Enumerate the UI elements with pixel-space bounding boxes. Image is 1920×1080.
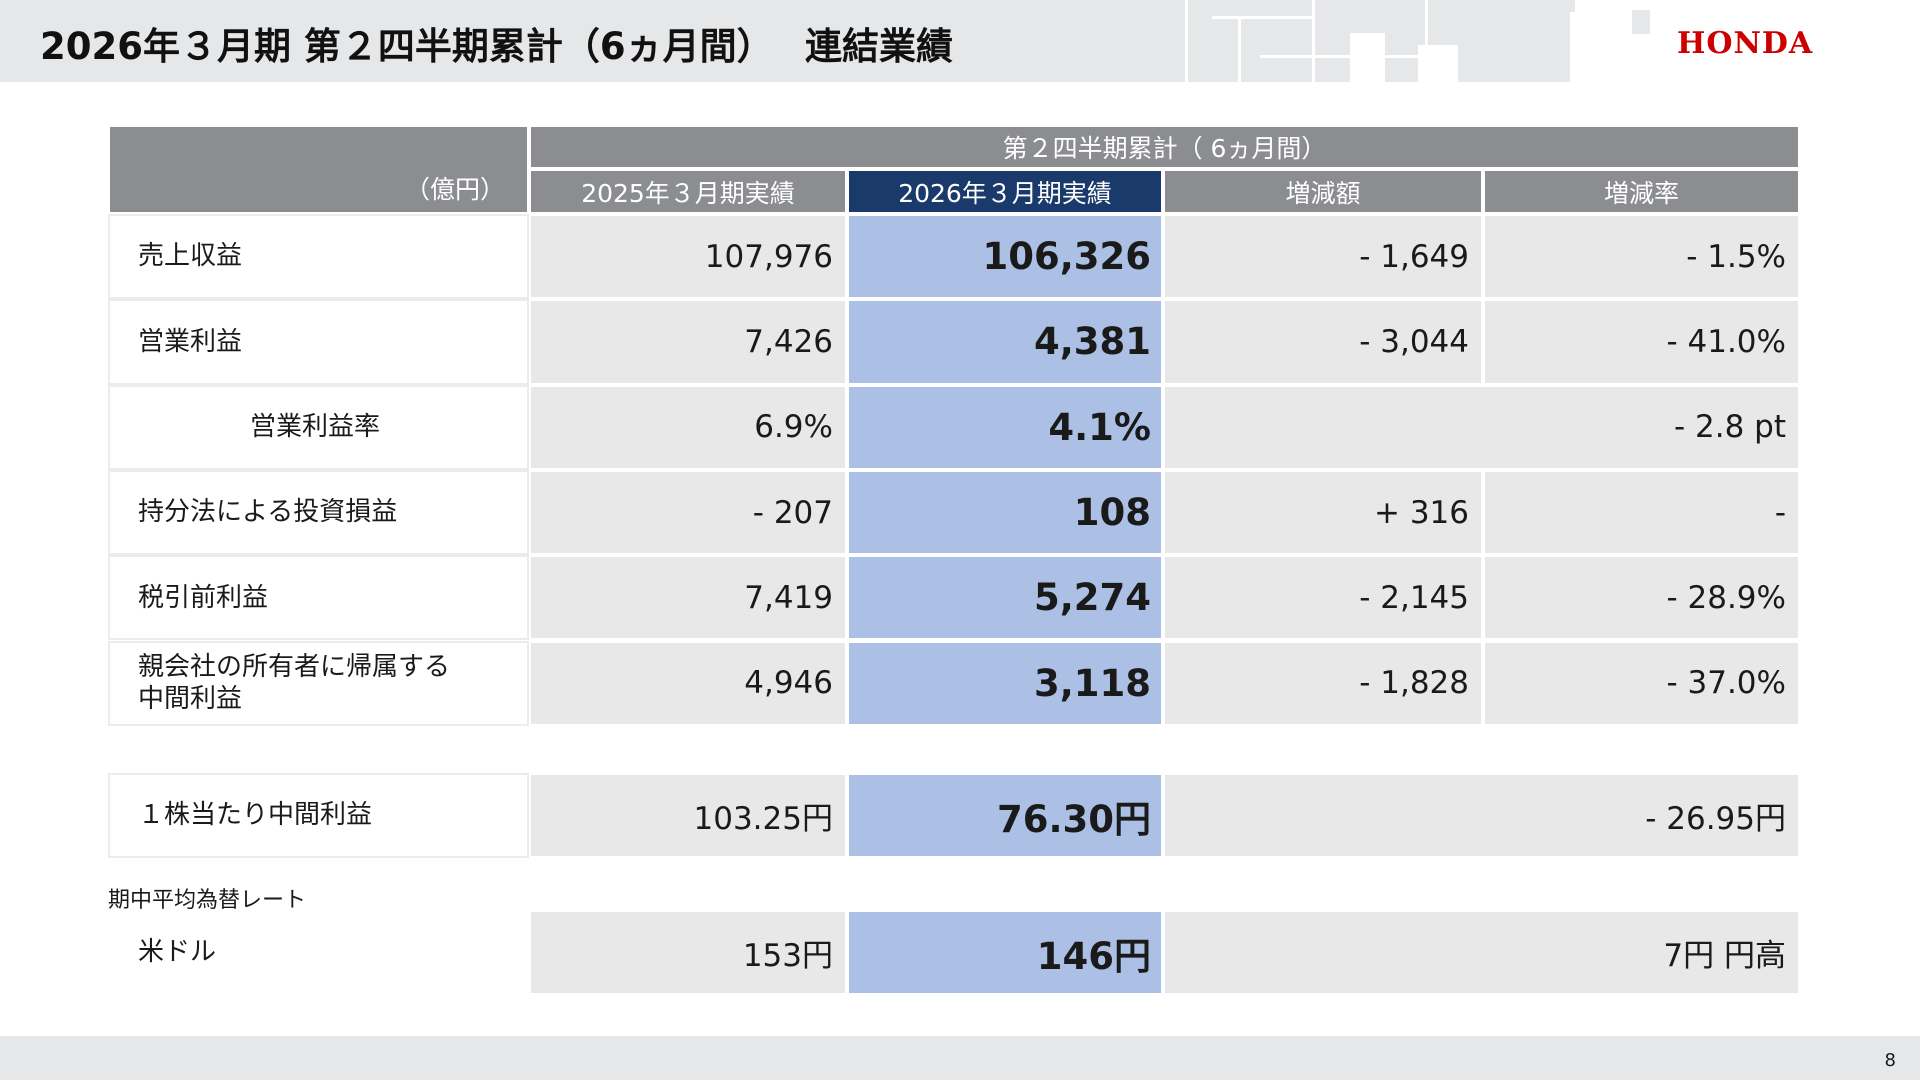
- cell-rate: - 37.0%: [1483, 640, 1800, 726]
- cell-curr: 5,274: [847, 555, 1163, 641]
- cell-prev: 4,946: [529, 640, 847, 726]
- fx-label: 米ドル: [108, 910, 529, 995]
- eps-change: - 26.95円: [1163, 773, 1800, 858]
- eps-label: １株当たり中間利益: [108, 773, 529, 858]
- footer-bar: [0, 1036, 1920, 1080]
- fx-curr: 146円: [847, 910, 1163, 995]
- row-label: 営業利益率: [108, 384, 529, 470]
- page-number: 8: [1884, 1050, 1896, 1071]
- cell-curr: 4.1%: [847, 384, 1163, 470]
- column-header-prev: 2025年３月期実績: [529, 169, 847, 214]
- cell-prev: - 207: [529, 469, 847, 556]
- cell-rate: - 28.9%: [1483, 555, 1800, 641]
- cell-diff: - 3,044: [1163, 299, 1483, 385]
- honda-logo: HONDA: [1677, 26, 1814, 61]
- cell-diff: - 1,828: [1163, 640, 1483, 726]
- cell-curr: 108: [847, 469, 1163, 556]
- cell-prev: 7,419: [529, 555, 847, 641]
- cell-prev: 6.9%: [529, 384, 847, 470]
- cell-prev: 7,426: [529, 299, 847, 385]
- fx-prev: 153円: [529, 910, 847, 995]
- cell-diff: - 2,145: [1163, 555, 1483, 641]
- cell-rate: - 2.8 pt: [1163, 384, 1800, 470]
- eps-prev: 103.25円: [529, 773, 847, 858]
- row-label: 親会社の所有者に帰属する 中間利益: [108, 640, 529, 726]
- cell-rate: - 41.0%: [1483, 299, 1800, 385]
- fx-title: 期中平均為替レート: [108, 888, 307, 913]
- column-header-curr: 2026年３月期実績: [847, 169, 1163, 214]
- row-label: 税引前利益: [108, 555, 529, 641]
- column-header-rate: 増減率: [1483, 169, 1800, 214]
- row-label: 営業利益: [108, 299, 529, 385]
- cell-diff: - 1,649: [1163, 214, 1483, 300]
- cell-curr: 3,118: [847, 640, 1163, 726]
- unit-label: （億円）: [108, 125, 529, 214]
- column-header-diff: 増減額: [1163, 169, 1483, 214]
- cell-rate: -: [1483, 469, 1800, 556]
- group-header: 第２四半期累計（ 6ヵ月間）: [529, 125, 1800, 169]
- fx-change: 7円 円高: [1163, 910, 1800, 995]
- page-title: 2026年３月期 第２四半期累計（6ヵ月間） 連結業績: [40, 25, 953, 68]
- cell-diff: + 316: [1163, 469, 1483, 556]
- eps-curr: 76.30円: [847, 773, 1163, 858]
- cell-curr: 4,381: [847, 299, 1163, 385]
- row-label: 売上収益: [108, 214, 529, 300]
- cell-prev: 107,976: [529, 214, 847, 300]
- cell-curr: 106,326: [847, 214, 1163, 300]
- cell-rate: - 1.5%: [1483, 214, 1800, 300]
- header-bar: [0, 0, 1920, 82]
- row-label: 持分法による投資損益: [108, 469, 529, 556]
